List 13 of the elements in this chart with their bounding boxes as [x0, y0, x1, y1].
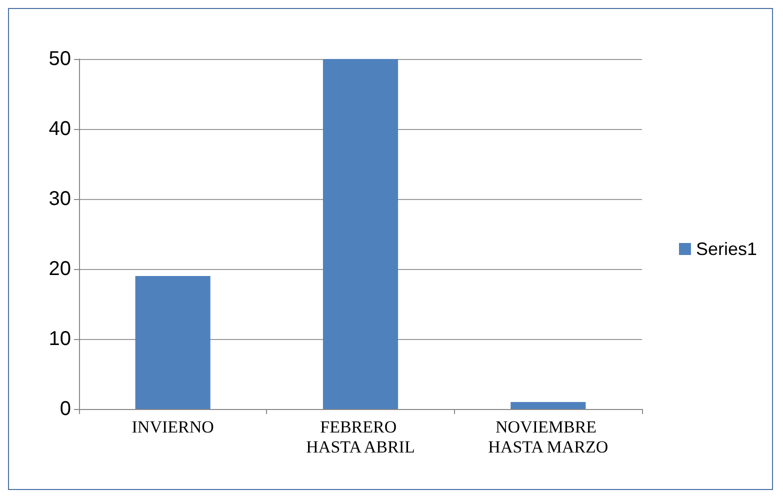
bar: [135, 276, 210, 409]
bar: [322, 59, 398, 409]
y-tick-label: 30: [48, 188, 71, 210]
y-tick-label: 0: [60, 398, 71, 420]
bar: [510, 402, 586, 409]
y-tick-label: 20: [48, 258, 71, 280]
y-tick-label: 40: [48, 118, 71, 140]
y-tick-label: 10: [48, 328, 71, 350]
legend-label: Series1: [696, 239, 757, 259]
y-tick-label: 50: [48, 48, 71, 70]
x-tick-label: INVIERNO: [132, 418, 214, 436]
x-tick-label: FEBRERO HASTA ABRIL: [306, 418, 415, 456]
x-tick-label: NOVIEMBRE HASTA MARZO: [488, 418, 608, 456]
